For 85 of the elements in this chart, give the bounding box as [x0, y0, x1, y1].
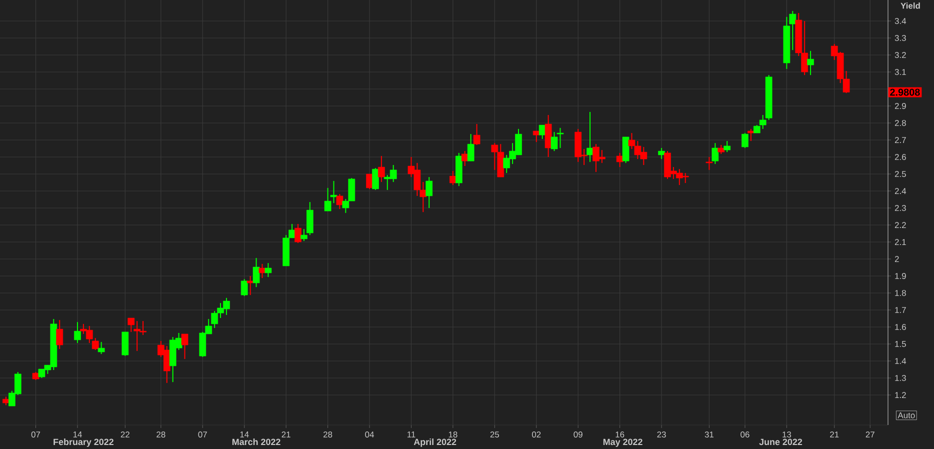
x-tick-label: 07 [31, 432, 40, 438]
candlestick [98, 341, 105, 355]
candlestick [658, 147, 665, 160]
y-tick-label: 1.8 [895, 290, 906, 296]
x-tick-label: 13 [782, 432, 792, 438]
x-tick-label: 31 [704, 432, 714, 438]
x-tick-label: 21 [282, 432, 290, 438]
candlestick [748, 128, 754, 142]
y-tick-label: 3.2 [894, 52, 906, 58]
candlestick [807, 50, 814, 76]
candlestick [712, 142, 719, 164]
candlestick [240, 278, 248, 297]
y-axis-title: Yield [900, 2, 920, 9]
candlestick [742, 132, 748, 148]
y-tick-label: 2.7 [894, 137, 906, 143]
candlestick [706, 156, 713, 170]
y-tick-label: 3.3 [894, 35, 906, 41]
candlestick [294, 223, 302, 244]
x-tick-label: 14 [73, 432, 82, 438]
candlestick [586, 111, 594, 162]
y-tick-label: 1.2 [895, 392, 906, 398]
candlestick [56, 320, 64, 350]
x-tick-label: 04 [365, 432, 374, 438]
y-tick-label: 2.4 [894, 188, 906, 194]
y-tick-label: 2.1 [894, 239, 906, 245]
x-tick-label: 23 [657, 432, 666, 438]
candlestick [378, 155, 385, 182]
y-tick-label: 2.6 [894, 154, 906, 160]
candlestick [724, 140, 731, 153]
y-tick-label: 2.5 [894, 171, 906, 177]
text: Auto [898, 412, 915, 418]
candlestick [128, 317, 135, 332]
candlestick [544, 114, 552, 158]
x-tick-label: 16 [616, 432, 624, 438]
y-tick-label: 3.1 [894, 69, 906, 75]
text: June 2022 [759, 438, 802, 446]
candlestick [473, 124, 480, 146]
y-tick-label: 3.4 [894, 18, 906, 24]
y-tick-label: 1.3 [895, 375, 906, 381]
y-tick-label: 1.7 [895, 307, 906, 313]
y-tick-label: 1.6 [895, 324, 906, 330]
x-tick-label: 22 [120, 432, 130, 438]
candlestick [616, 152, 624, 168]
y-tick-label: 1.9 [895, 273, 906, 279]
x-tick-label: 27 [866, 432, 874, 438]
candlestick [246, 275, 254, 296]
y-tick-label: 1.4 [895, 358, 906, 364]
y-tick-label: 2.2 [894, 222, 906, 228]
candlestick [252, 257, 260, 288]
x-tick-label: 07 [198, 432, 207, 438]
candlestick [264, 262, 272, 278]
y-tick-label: 1.5 [895, 341, 906, 347]
candlestick [122, 331, 129, 356]
x-tick-label: 11 [407, 432, 416, 438]
y-tick-label: 2.8 [894, 120, 906, 126]
candlestick [532, 130, 540, 143]
candlestick [74, 322, 81, 344]
candlestick [718, 144, 725, 154]
candlestick [258, 263, 266, 279]
candlestick [330, 180, 338, 204]
candlestick [450, 170, 456, 186]
y-tick-label: 2 [894, 256, 899, 262]
candlestick [426, 176, 433, 208]
candlestick [181, 333, 188, 360]
text: March 2022 [232, 438, 280, 446]
y-tick-label: 2.3 [894, 205, 906, 211]
annotation: 2.9808 [890, 88, 920, 96]
x-tick-label: 09 [574, 432, 582, 438]
x-tick-label: 06 [740, 432, 750, 438]
x-tick-label: 25 [490, 432, 500, 438]
candlestick [538, 124, 546, 140]
candlestick [366, 173, 373, 190]
candlestick [372, 168, 379, 190]
x-tick-label: 14 [240, 432, 249, 438]
text: April 2022 [414, 438, 456, 447]
text: February 2022 [54, 438, 114, 447]
x-tick-label: 21 [830, 432, 839, 438]
x-tick-label: 28 [156, 432, 166, 438]
candlestick [336, 194, 344, 210]
x-tick-label: 28 [324, 432, 332, 438]
text: May 2022 [603, 438, 642, 447]
y-tick-label: 2.9 [894, 103, 906, 109]
x-tick-label: 02 [532, 432, 541, 438]
candlestick [467, 134, 474, 162]
x-tick-label: 18 [448, 432, 458, 438]
